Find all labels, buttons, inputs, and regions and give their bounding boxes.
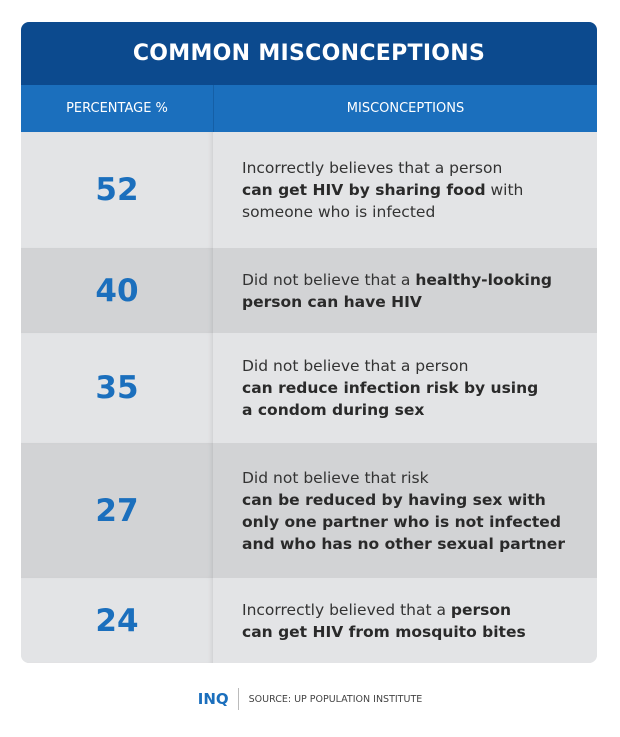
misconception-text: Did not believe that risk can be reduced … [213, 443, 597, 578]
misconception-text: Incorrectly believes that a person can ge… [213, 132, 597, 248]
text-line: only one partner who is not infected [242, 511, 597, 533]
text-segment: Incorrectly believed that a [242, 600, 451, 619]
percentage-value: 52 [21, 132, 213, 248]
table-body: 52 Incorrectly believes that a person can … [21, 132, 597, 663]
text-line: can reduce infection risk by using [242, 377, 597, 399]
text-line: can get HIV from mosquito bites [242, 621, 597, 643]
footer: INQ SOURCE: UP POPULATION INSTITUTE [0, 688, 620, 710]
text-segment: someone who is infected [242, 203, 436, 221]
text-line: and who has no other sexual partner [242, 533, 597, 555]
text-segment: Did not believe that a person [242, 357, 469, 375]
text-line: Incorrectly believes that a person [242, 157, 597, 179]
bold-segment: and who has no other sexual partner [242, 534, 565, 553]
table-row: 27 Did not believe that risk can be reduce… [21, 443, 597, 578]
text-line: Incorrectly believed that a person [242, 599, 597, 621]
percentage-value: 27 [21, 443, 213, 578]
misconceptions-table: COMMON MISCONCEPTIONS PERCENTAGE % MISCO… [21, 22, 597, 663]
table-row: 24 Incorrectly believed that a person can … [21, 578, 597, 663]
bold-segment: can get HIV from mosquito bites [242, 622, 526, 641]
table-row: 35 Did not believe that a person can reduc… [21, 333, 597, 443]
percentage-value: 40 [21, 248, 213, 333]
table-row: 52 Incorrectly believes that a person can … [21, 132, 597, 248]
bold-segment: can reduce infection risk by using [242, 379, 539, 397]
text-line: can be reduced by having sex with [242, 489, 597, 511]
bold-segment: person can have HIV [242, 292, 422, 311]
text-line: Did not believe that risk [242, 467, 597, 489]
header-misconceptions: MISCONCEPTIONS [346, 101, 465, 116]
misconception-text: Incorrectly believed that a person can ge… [213, 578, 597, 663]
text-line: Did not believe that a person [242, 355, 597, 377]
text-line: a condom during sex [242, 399, 597, 421]
bold-segment: can get HIV by sharing food [242, 181, 486, 199]
bold-segment: only one partner who is not infected [242, 512, 561, 531]
text-segment: Did not believe that a [242, 270, 416, 289]
text-segment: with [485, 181, 524, 199]
text-line: can get HIV by sharing food with [242, 179, 597, 201]
header-percentage: PERCENTAGE % [21, 85, 214, 132]
text-segment: Did not believe that risk [242, 468, 429, 487]
table-title: COMMON MISCONCEPTIONS [21, 22, 597, 85]
table-header: PERCENTAGE % MISCONCEPTIONS [21, 85, 597, 132]
percentage-value: 35 [21, 333, 213, 443]
text-line: Did not believe that a healthy-looking [242, 269, 597, 291]
text-line: person can have HIV [242, 291, 597, 313]
bold-segment: person [450, 600, 512, 619]
text-segment: Incorrectly believes that a person [242, 159, 503, 177]
table-row: 40 Did not believe that a healthy-looking… [21, 248, 597, 333]
bold-segment: healthy-looking [415, 270, 552, 289]
misconception-text: Did not believe that a healthy-looking pe… [213, 248, 597, 333]
text-line: someone who is infected [242, 201, 597, 223]
source-text: SOURCE: UP POPULATION INSTITUTE [248, 693, 423, 705]
bold-segment: can be reduced by having sex with [242, 490, 546, 509]
inq-logo: INQ [198, 688, 239, 710]
percentage-value: 24 [21, 578, 213, 663]
misconception-text: Did not believe that a person can reduce … [213, 333, 597, 443]
bold-segment: a condom during sex [242, 401, 425, 419]
